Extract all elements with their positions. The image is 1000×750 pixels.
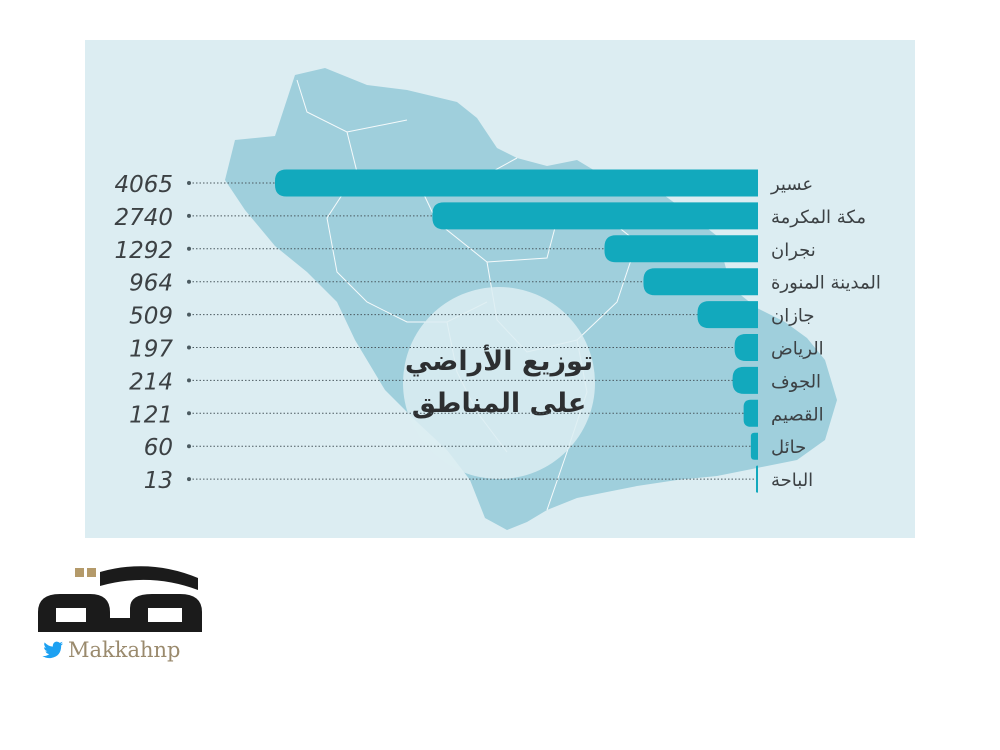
category-label: الرياض: [771, 339, 824, 360]
category-label: جازان: [771, 306, 815, 327]
twitter-bird-icon: [42, 641, 63, 659]
category-label: المدينة المنورة: [771, 273, 881, 294]
category-label: مكة المكرمة: [771, 207, 866, 228]
chart-title-line-1: توزيع الأراضي: [405, 344, 593, 377]
leader-dot: [187, 411, 191, 416]
twitter-handle-text: Makkahnp: [68, 638, 181, 662]
leader-dot: [187, 181, 191, 185]
category-label: الجوف: [771, 371, 821, 392]
bar: [432, 202, 758, 230]
bar: [732, 366, 758, 394]
bar-chart: توزيع الأراضي على المناطق 4065 عسير 2740 مك…: [114, 68, 881, 530]
leader-dot: [187, 213, 191, 218]
value-label: 214: [129, 369, 173, 395]
value-label: 60: [144, 435, 173, 461]
twitter-handle: Makkahnp: [42, 636, 181, 664]
category-label: نجران: [771, 240, 816, 261]
chart-panel: توزيع الأراضي على المناطق 4065 عسير 2740 مك…: [85, 40, 915, 538]
leader-dot: [187, 345, 191, 350]
bar: [756, 465, 758, 493]
bar: [275, 169, 758, 197]
value-label: 2740: [114, 205, 173, 231]
category-label: حائل: [771, 437, 806, 458]
category-label: عسير: [770, 174, 813, 195]
leader-dot: [187, 378, 191, 383]
bar: [743, 399, 758, 427]
bar: [643, 268, 758, 296]
bar: [697, 301, 758, 329]
leader-dot: [187, 444, 191, 449]
category-label: الباحة: [771, 470, 813, 491]
leader-dot: [187, 312, 191, 317]
value-label: 13: [144, 468, 173, 494]
value-label: 1292: [114, 238, 173, 264]
makkah-logo: [38, 566, 202, 632]
leader-dot: [187, 279, 191, 284]
bar: [750, 432, 758, 460]
value-label: 509: [129, 304, 173, 330]
bar: [604, 235, 758, 263]
value-label: 197: [129, 337, 173, 363]
chart-title-line-2: على المناطق: [412, 388, 587, 419]
bar: [734, 334, 758, 361]
value-label: 964: [129, 271, 173, 297]
category-label: القصيم: [771, 404, 824, 425]
value-label: 121: [129, 402, 173, 428]
leader-dot: [187, 246, 191, 251]
value-label: 4065: [114, 172, 173, 198]
title-circle: [403, 287, 595, 479]
leader-dot: [187, 477, 191, 482]
